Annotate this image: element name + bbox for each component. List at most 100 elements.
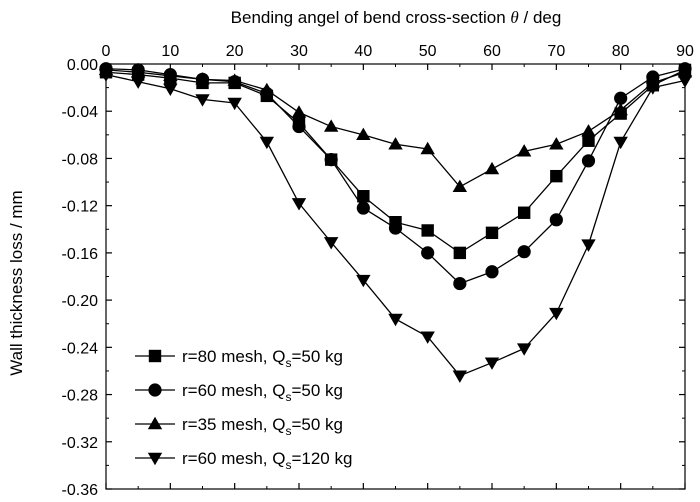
legend-label-suffix: =50 kg bbox=[291, 347, 343, 366]
series-layer bbox=[98, 62, 693, 383]
data-point bbox=[581, 154, 596, 168]
data-point bbox=[98, 69, 114, 82]
legend-label-suffix: =120 kg bbox=[291, 449, 352, 468]
x-axis-label-text: Bending angel of bend cross-section bbox=[231, 8, 506, 27]
data-point bbox=[388, 221, 403, 235]
legend-item: r=60 mesh, Qs=50 kg bbox=[135, 381, 343, 404]
legend-marker bbox=[147, 416, 163, 430]
x-axis-symbol: θ bbox=[510, 8, 518, 27]
data-point bbox=[516, 144, 532, 157]
legend-label: r=60 mesh, Qs=50 kg bbox=[182, 381, 343, 404]
data-point bbox=[452, 370, 468, 383]
x-tick-label: 80 bbox=[612, 43, 630, 60]
data-point bbox=[420, 141, 435, 155]
data-point bbox=[163, 68, 178, 82]
x-tick-label: 10 bbox=[161, 43, 179, 60]
x-tick-label: 60 bbox=[483, 43, 501, 60]
data-point bbox=[516, 343, 532, 356]
y-axis: 0.00 -0.04 -0.08 -0.12 -0.16 -0.20 -0.24 -0.28 -… bbox=[62, 57, 685, 499]
x-axis: 0 10 20 30 40 50 60 70 80 90 bbox=[102, 43, 694, 489]
data-point bbox=[485, 265, 499, 279]
data-point bbox=[259, 136, 275, 150]
legend-marker bbox=[147, 452, 163, 466]
y-tick-label: -0.28 bbox=[62, 388, 99, 405]
data-point bbox=[323, 119, 339, 132]
legend-label-suffix: =50 kg bbox=[291, 415, 343, 434]
data-point bbox=[195, 72, 210, 85]
data-point bbox=[388, 137, 403, 150]
data-point bbox=[550, 169, 563, 183]
data-point bbox=[323, 237, 339, 250]
x-axis-unit: / deg bbox=[524, 8, 562, 27]
legend-label-subscript: s bbox=[285, 458, 291, 472]
data-point bbox=[645, 82, 661, 95]
series-line bbox=[105, 69, 686, 188]
x-axis-title: Bending angel of bend cross-section θ / … bbox=[231, 8, 562, 27]
y-tick-label: -0.36 bbox=[62, 482, 99, 499]
legend-label-suffix: =50 kg bbox=[291, 381, 343, 400]
data-point bbox=[357, 190, 370, 203]
data-point bbox=[517, 206, 531, 219]
data-point bbox=[549, 213, 563, 227]
data-point bbox=[549, 137, 564, 150]
legend-label: r=80 mesh, Qs=50 kg bbox=[182, 347, 343, 370]
data-point bbox=[291, 198, 307, 211]
data-point bbox=[582, 134, 595, 147]
data-point bbox=[453, 276, 467, 291]
x-tick-label: 70 bbox=[547, 43, 565, 60]
series-2 bbox=[99, 62, 692, 291]
y-tick-label: -0.32 bbox=[62, 435, 99, 452]
series-line bbox=[105, 68, 686, 285]
data-point bbox=[549, 307, 564, 321]
data-point bbox=[517, 245, 531, 259]
legend-label-subscript: s bbox=[285, 390, 291, 404]
data-point bbox=[130, 76, 146, 89]
x-tick-label: 40 bbox=[354, 43, 372, 60]
legend-item: r=80 mesh, Qs=50 kg bbox=[135, 347, 343, 370]
data-point bbox=[581, 124, 596, 137]
y-tick-label: -0.24 bbox=[62, 340, 99, 357]
data-point bbox=[484, 357, 500, 370]
series-4 bbox=[98, 69, 693, 383]
x-tick-label: 20 bbox=[226, 43, 244, 60]
series-3 bbox=[98, 62, 693, 192]
data-point bbox=[324, 153, 338, 167]
data-point bbox=[259, 82, 275, 96]
y-tick-label: -0.08 bbox=[62, 151, 99, 168]
data-point bbox=[130, 65, 146, 78]
legend-item: r=60 mesh, Qs=120 kg bbox=[135, 449, 352, 472]
legend-label-subscript: s bbox=[285, 356, 291, 370]
data-point bbox=[452, 179, 468, 192]
x-tick-label: 0 bbox=[102, 43, 111, 60]
data-point bbox=[291, 105, 307, 118]
data-point bbox=[227, 97, 242, 111]
data-point bbox=[163, 83, 178, 96]
legend: r=80 mesh, Qs=50 kgr=60 mesh, Qs=50 kgr=… bbox=[135, 347, 352, 472]
y-axis-title: Wall thickness loss / mm bbox=[7, 190, 26, 375]
legend-label-subscript: s bbox=[285, 424, 291, 438]
data-point bbox=[292, 119, 306, 134]
y-tick-label: -0.12 bbox=[62, 199, 99, 216]
x-tick-label: 50 bbox=[419, 43, 437, 60]
x-tick-label: 90 bbox=[676, 43, 694, 60]
data-point bbox=[421, 224, 434, 237]
data-point bbox=[581, 239, 596, 252]
legend-label: r=35 mesh, Qs=50 kg bbox=[182, 415, 343, 438]
data-point bbox=[356, 201, 370, 215]
legend-label-prefix: r=80 mesh, Q bbox=[182, 347, 285, 366]
y-tick-label: 0.00 bbox=[67, 57, 98, 74]
legend-label-prefix: r=35 mesh, Q bbox=[182, 415, 285, 434]
legend-label-prefix: r=60 mesh, Q bbox=[182, 449, 285, 468]
data-point bbox=[388, 313, 403, 327]
legend-marker bbox=[148, 383, 162, 397]
data-point bbox=[421, 246, 435, 260]
data-point bbox=[613, 136, 628, 150]
y-tick-label: -0.16 bbox=[62, 246, 99, 263]
legend-marker bbox=[148, 349, 162, 363]
x-tick-label: 30 bbox=[290, 43, 308, 60]
data-point bbox=[356, 274, 371, 288]
data-point bbox=[227, 73, 242, 86]
data-point bbox=[453, 246, 467, 260]
y-tick-label: -0.04 bbox=[62, 104, 99, 121]
